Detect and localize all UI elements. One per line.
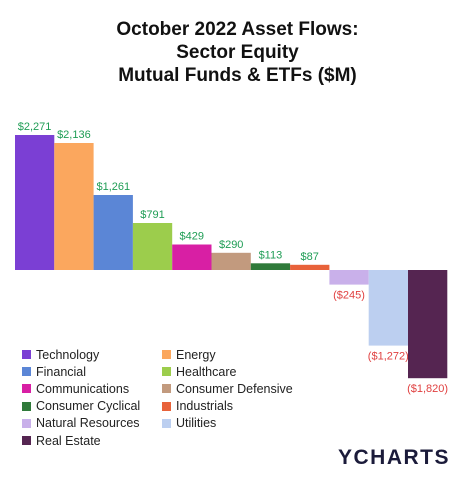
- bar-communications: [172, 244, 212, 270]
- bar-natural-resources: [329, 270, 369, 285]
- legend-label: Energy: [176, 347, 216, 362]
- data-label-real-estate: ($1,820): [407, 383, 448, 395]
- legend-item-financial: Financial: [22, 363, 86, 380]
- legend-label: Consumer Defensive: [176, 381, 293, 396]
- legend-swatch: [162, 418, 171, 428]
- data-label-healthcare: $791: [140, 209, 164, 221]
- legend-item-technology: Technology: [22, 346, 99, 363]
- legend-label: Technology: [36, 347, 100, 362]
- chart-title: October 2022 Asset Flows: Sector Equity …: [0, 18, 475, 87]
- legend-item-energy: Energy: [162, 346, 216, 363]
- legend-label: Communications: [36, 381, 130, 396]
- bar-healthcare: [132, 223, 173, 270]
- data-label-consumer-cyclical: $113: [259, 249, 283, 261]
- legend-label: Financial: [36, 364, 87, 379]
- legend-item-consumer-defensive: Consumer Defensive: [162, 380, 293, 397]
- legend-swatch: [22, 367, 31, 377]
- legend-swatch: [22, 350, 31, 359]
- data-label-financial: $1,261: [96, 181, 130, 193]
- bar-energy: [54, 143, 94, 270]
- legend-item-utilities: Utilities: [162, 415, 216, 432]
- legend-swatch: [22, 384, 31, 394]
- legend-swatch: [22, 401, 31, 411]
- bar-industrials: [290, 264, 330, 270]
- legend-label: Healthcare: [176, 364, 237, 379]
- legend-item-industrials: Industrials: [162, 398, 233, 415]
- data-label-communications: $429: [180, 231, 204, 243]
- chart-title-line-2: Sector Equity: [176, 42, 299, 63]
- data-label-natural-resources: ($245): [333, 290, 365, 302]
- legend-label: Real Estate: [36, 433, 101, 448]
- data-label-technology: $2,271: [18, 121, 52, 133]
- legend-item-consumer-cyclical: Consumer Cyclical: [22, 398, 140, 415]
- bar-technology: [15, 135, 55, 270]
- legend-swatch: [22, 418, 31, 428]
- legend-swatch: [22, 436, 31, 445]
- legend-swatch: [162, 367, 171, 377]
- legend-item-real-estate: Real Estate: [22, 432, 101, 449]
- data-label-energy: $2,136: [57, 129, 91, 141]
- legend-label: Industrials: [176, 399, 233, 414]
- legend-item-natural-resources: Natural Resources: [22, 415, 140, 432]
- bar-consumer-defensive: [211, 252, 251, 270]
- bar-consumer-cyclical: [250, 263, 291, 270]
- chart-title-line-1: October 2022 Asset Flows:: [116, 19, 359, 40]
- data-label-utilities: ($1,272): [368, 351, 409, 363]
- legend-label: Consumer Cyclical: [36, 399, 141, 414]
- legend-item-communications: Communications: [22, 380, 129, 397]
- legend-label: Natural Resources: [36, 416, 140, 431]
- data-label-industrials: $87: [301, 251, 319, 263]
- bar-real-estate: [408, 270, 448, 379]
- legend-swatch: [162, 401, 171, 411]
- legend-label: Utilities: [176, 416, 217, 431]
- legend-item-healthcare: Healthcare: [162, 363, 236, 380]
- ycharts-logo: YCHARTS: [338, 446, 451, 469]
- legend-swatch: [162, 350, 171, 359]
- bar-financial: [93, 195, 133, 270]
- bar-utilities: [368, 270, 408, 346]
- chart-title-line-3: Mutual Funds & ETFs ($M): [118, 65, 357, 86]
- legend-swatch: [162, 384, 171, 394]
- data-label-consumer-defensive: $290: [219, 239, 243, 251]
